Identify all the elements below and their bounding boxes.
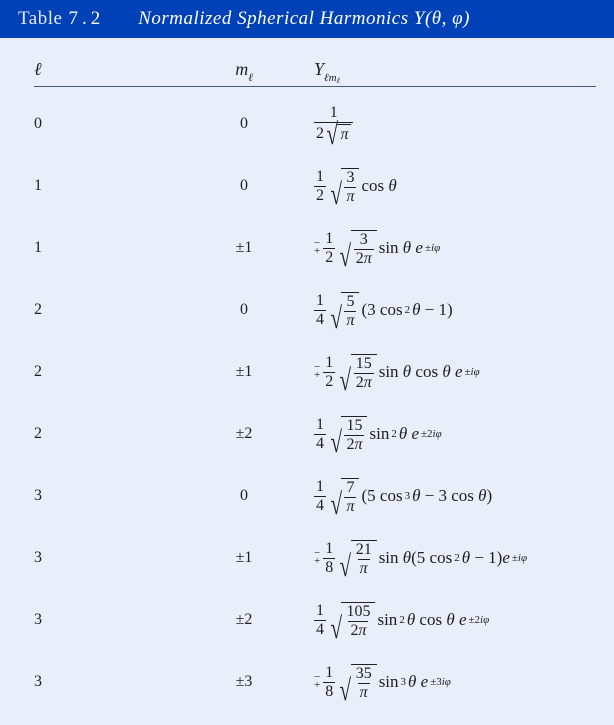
table-content: ℓ mℓ Yℓmℓ 0012√π1012√3π cos θ1±1−+12√32π… — [0, 38, 614, 713]
table-row: 3014√7π (5 cos3 θ − 3 cos θ) — [34, 465, 596, 527]
cell-formula: 14√5π (3 cos2 θ − 1) — [314, 292, 596, 329]
cell-l: 2 — [34, 425, 174, 443]
table-title: Normalized Spherical Harmonics Y(θ, φ) — [138, 8, 470, 30]
table-row: 2±214√152π sin2 θ e±2iφ — [34, 403, 596, 465]
cell-m: ±1 — [174, 549, 314, 567]
cell-m: ±2 — [174, 425, 314, 443]
table-number: 7.2 — [68, 8, 104, 30]
cell-l: 0 — [34, 115, 174, 133]
table-row: 3±1−+18√21π sin θ(5 cos2 θ − 1)e±iφ — [34, 527, 596, 589]
cell-l: 1 — [34, 177, 174, 195]
col-header-l: ℓ — [34, 59, 174, 80]
cell-l: 3 — [34, 549, 174, 567]
cell-formula: 12√π — [314, 104, 596, 145]
cell-formula: −+12√32π sin θ e±iφ — [314, 230, 596, 267]
cell-m: ±3 — [174, 673, 314, 691]
cell-formula: 14√7π (5 cos3 θ − 3 cos θ) — [314, 478, 596, 515]
cell-l: 2 — [34, 363, 174, 381]
cell-m: 0 — [174, 301, 314, 319]
table-row: 2±1−+12√152π sin θ cos θ e±iφ — [34, 341, 596, 403]
cell-m: 0 — [174, 487, 314, 505]
cell-m: 0 — [174, 115, 314, 133]
cell-l: 3 — [34, 673, 174, 691]
table-row: 2014√5π (3 cos2 θ − 1) — [34, 279, 596, 341]
header-rule — [34, 86, 596, 87]
table-label: Table — [18, 8, 62, 30]
cell-l: 1 — [34, 239, 174, 257]
table-row: 1012√3π cos θ — [34, 155, 596, 217]
table-row: 0012√π — [34, 93, 596, 155]
table-body: 0012√π1012√3π cos θ1±1−+12√32π sin θ e±i… — [34, 93, 596, 713]
table-header: Table 7.2 Normalized Spherical Harmonics… — [0, 0, 614, 38]
cell-formula: −+18√21π sin θ(5 cos2 θ − 1)e±iφ — [314, 540, 596, 577]
table-row: 3±214√1052π sin2 θ cos θ e±2iφ — [34, 589, 596, 651]
page: Table 7.2 Normalized Spherical Harmonics… — [0, 0, 614, 725]
table-row: 3±3−+18√35π sin3 θ e±3iφ — [34, 651, 596, 713]
cell-l: 3 — [34, 611, 174, 629]
col-header-y: Yℓmℓ — [314, 59, 596, 80]
cell-m: ±2 — [174, 611, 314, 629]
cell-l: 2 — [34, 301, 174, 319]
cell-l: 3 — [34, 487, 174, 505]
cell-formula: −+18√35π sin3 θ e±3iφ — [314, 664, 596, 701]
table-row: 1±1−+12√32π sin θ e±iφ — [34, 217, 596, 279]
cell-formula: 12√3π cos θ — [314, 168, 596, 205]
cell-m: 0 — [174, 177, 314, 195]
cell-formula: 14√152π sin2 θ e±2iφ — [314, 416, 596, 453]
cell-formula: 14√1052π sin2 θ cos θ e±2iφ — [314, 602, 596, 639]
cell-formula: −+12√152π sin θ cos θ e±iφ — [314, 354, 596, 391]
cell-m: ±1 — [174, 363, 314, 381]
col-header-m: mℓ — [174, 59, 314, 80]
column-headers: ℓ mℓ Yℓmℓ — [34, 52, 596, 86]
cell-m: ±1 — [174, 239, 314, 257]
